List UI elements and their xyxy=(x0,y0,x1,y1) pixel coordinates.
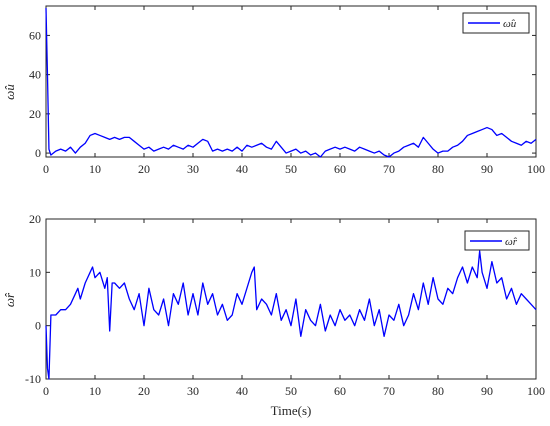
y-tick-labels: -10 0 10 20 xyxy=(25,212,41,386)
x-tick-label: 50 xyxy=(285,162,297,176)
x-tick-label: 50 xyxy=(285,384,297,398)
x-tick-label: 0 xyxy=(43,384,49,398)
y-tick-label: 0 xyxy=(35,146,41,160)
x-tick-label: 70 xyxy=(383,162,395,176)
y-tick-label: 10 xyxy=(29,265,41,279)
legend-label: ω̂r xyxy=(505,236,518,248)
x-tick-label: 10 xyxy=(89,162,101,176)
x-tick-labels: 0 10 20 30 40 50 60 70 80 90 100 xyxy=(43,162,545,176)
y-ticks xyxy=(46,218,536,380)
chart-omega-u: 0 10 20 30 40 50 60 70 80 90 100 0 20 40 60 ω̂u ω̂u xyxy=(2,5,545,176)
y-tick-label: 60 xyxy=(29,28,41,42)
x-tick-label: 10 xyxy=(89,384,101,398)
y-tick-label: 40 xyxy=(29,68,41,82)
x-tick-label: 100 xyxy=(527,162,545,176)
y-tick-label: 0 xyxy=(35,319,41,333)
x-tick-label: 70 xyxy=(383,384,395,398)
y-axis-label: ω̂u xyxy=(2,84,17,100)
x-tick-label: 100 xyxy=(527,384,545,398)
series-line-omega-r xyxy=(45,250,537,380)
x-tick-label: 0 xyxy=(43,162,49,176)
x-tick-label: 30 xyxy=(187,162,199,176)
x-tick-label: 90 xyxy=(481,384,493,398)
legend: ω̂u xyxy=(462,12,530,34)
legend-label: ω̂u xyxy=(503,18,517,30)
x-tick-label: 60 xyxy=(334,162,346,176)
x-ticks xyxy=(45,219,537,379)
x-ticks xyxy=(45,6,537,157)
x-tick-label: 80 xyxy=(432,162,444,176)
x-tick-label: 60 xyxy=(334,384,346,398)
legend: ω̂r xyxy=(464,230,530,251)
x-tick-label: 40 xyxy=(236,162,248,176)
x-axis-label: Time(s) xyxy=(271,403,312,418)
x-tick-label: 30 xyxy=(187,384,199,398)
y-tick-label: -10 xyxy=(25,372,41,386)
plot-frame xyxy=(45,218,537,380)
x-tick-label: 40 xyxy=(236,384,248,398)
series-line-omega-u xyxy=(45,7,537,158)
y-tick-label: 20 xyxy=(29,107,41,121)
x-tick-label: 20 xyxy=(138,384,150,398)
x-tick-labels: 0 10 20 30 40 50 60 70 80 90 100 xyxy=(43,384,545,398)
y-tick-label: 20 xyxy=(29,212,41,226)
y-axis-label: ω̂r xyxy=(2,292,17,307)
x-tick-label: 90 xyxy=(481,162,493,176)
x-tick-label: 20 xyxy=(138,162,150,176)
y-tick-labels: 0 20 40 60 xyxy=(29,28,41,160)
x-tick-label: 80 xyxy=(432,384,444,398)
y-ticks xyxy=(46,34,536,154)
